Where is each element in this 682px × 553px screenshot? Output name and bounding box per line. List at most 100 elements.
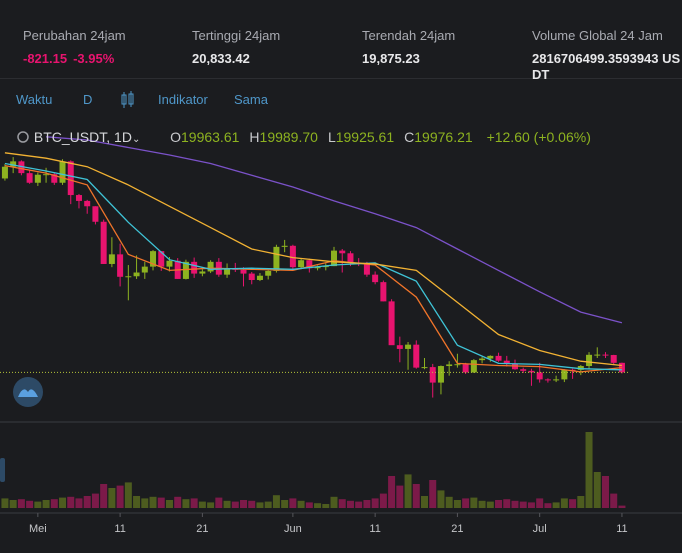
volume-bar	[544, 503, 552, 508]
candle-body	[503, 360, 510, 364]
candle-body	[437, 366, 444, 383]
candle-body	[256, 275, 263, 280]
volume-bar	[133, 496, 141, 508]
candle-body	[347, 253, 354, 263]
volume-bar	[75, 498, 83, 508]
candle-body	[273, 246, 280, 271]
volume-bar	[141, 498, 149, 508]
toolbar-button[interactable]: D	[83, 92, 93, 107]
candle-body	[207, 261, 214, 272]
side-tab[interactable]	[0, 458, 5, 482]
candle-body	[388, 301, 395, 346]
candle-body	[602, 354, 609, 356]
volume-bar	[124, 482, 132, 508]
candle-body	[248, 273, 255, 280]
candle-body	[298, 260, 305, 268]
volume-bar	[198, 501, 206, 508]
candle-body	[224, 268, 231, 275]
volume-bar	[297, 500, 305, 508]
volume-bar	[429, 480, 437, 508]
ohlc-key: H	[249, 129, 260, 145]
candle-body	[150, 251, 157, 267]
stat-value: 20,833.42	[192, 51, 250, 66]
volume-bar	[495, 500, 503, 508]
volume-bar	[248, 500, 256, 508]
candle-icon[interactable]	[120, 90, 136, 110]
volume-bar	[569, 499, 577, 508]
candle-body	[618, 362, 625, 373]
candle-body	[26, 173, 33, 183]
candle-body	[75, 195, 82, 201]
moving-average	[4, 152, 622, 367]
volume-bar	[100, 484, 108, 508]
toolbar-button[interactable]: Indikator	[158, 92, 208, 107]
volume-bar	[519, 501, 527, 508]
stat-label: Tertinggi 24jam	[192, 28, 281, 43]
volume-bar	[486, 501, 494, 508]
stat: Tertinggi 24jam 20,833.42	[192, 28, 342, 67]
candle-body	[191, 261, 198, 274]
volume-bar	[314, 503, 322, 508]
x-tick-label: 21	[451, 523, 463, 535]
candle-body	[495, 355, 502, 361]
ohlc-item: C19976.21	[404, 129, 473, 145]
volume-bar	[83, 496, 91, 508]
candle-body	[363, 263, 370, 275]
candle-body	[470, 360, 477, 373]
volume-bar	[207, 502, 215, 508]
symbol-icon	[17, 131, 29, 143]
volume-bar	[346, 500, 354, 508]
toolbar: Waktu D Indikator Sama	[0, 90, 682, 110]
volume-bar	[116, 485, 124, 508]
volume-bar	[593, 472, 601, 508]
volume-bar	[289, 498, 297, 508]
volume-bar	[610, 493, 618, 508]
ohlc-key: L	[327, 129, 336, 145]
volume-bar	[322, 504, 330, 508]
ohlc-value: 19963.61	[181, 129, 240, 145]
volume-bar	[190, 498, 198, 508]
toolbar-button[interactable]: Sama	[234, 92, 268, 107]
volume-bar	[34, 501, 42, 508]
volume-bar	[91, 493, 99, 508]
volume-bar	[379, 493, 387, 508]
candle-body	[18, 161, 25, 174]
x-tick-label: 11	[616, 523, 627, 535]
candle-body	[520, 369, 527, 371]
ohlc: O19963.61 H19989.70 L19925.61 C19976.21	[170, 129, 483, 145]
volume-bar	[305, 502, 313, 508]
candle-body	[265, 270, 272, 276]
stat: Volume Global 24 Jam 2816706499.3593943 …	[532, 28, 682, 83]
toolbar-button[interactable]: Waktu	[16, 92, 53, 107]
ohlc-value: 19989.70	[259, 129, 318, 145]
candle-body	[117, 254, 124, 277]
volume-bar	[421, 496, 429, 508]
ohlc-item: O19963.61	[170, 129, 239, 145]
ohlc-value: 19925.61	[335, 129, 395, 145]
candle-body	[479, 358, 486, 361]
volume-bar	[585, 432, 593, 508]
candle-body	[34, 174, 41, 183]
volume-bar	[412, 484, 420, 508]
volume-bar	[264, 501, 272, 508]
volume-bar	[577, 496, 585, 508]
volume-bar	[50, 499, 58, 508]
candle-body	[43, 174, 50, 176]
candle-body	[281, 245, 288, 247]
stat-value: 2816706499.3593943 USDT	[532, 51, 681, 82]
volume-bar	[396, 485, 404, 508]
candle-body	[141, 266, 148, 273]
volume-bar	[363, 500, 371, 508]
interval[interactable]: 1D	[114, 129, 132, 145]
candle-body	[429, 367, 436, 383]
candle-body	[51, 174, 58, 183]
candle-body	[331, 250, 338, 267]
volume-bar	[470, 497, 478, 508]
candle-body	[84, 200, 91, 207]
moving-average	[4, 162, 622, 371]
candle-body	[339, 250, 346, 254]
volume-bar	[59, 497, 67, 508]
volume-bar	[371, 498, 379, 508]
legend: BTC_USDT, 1D⌄ O19963.61 H19989.70 L19925.6…	[16, 128, 591, 145]
